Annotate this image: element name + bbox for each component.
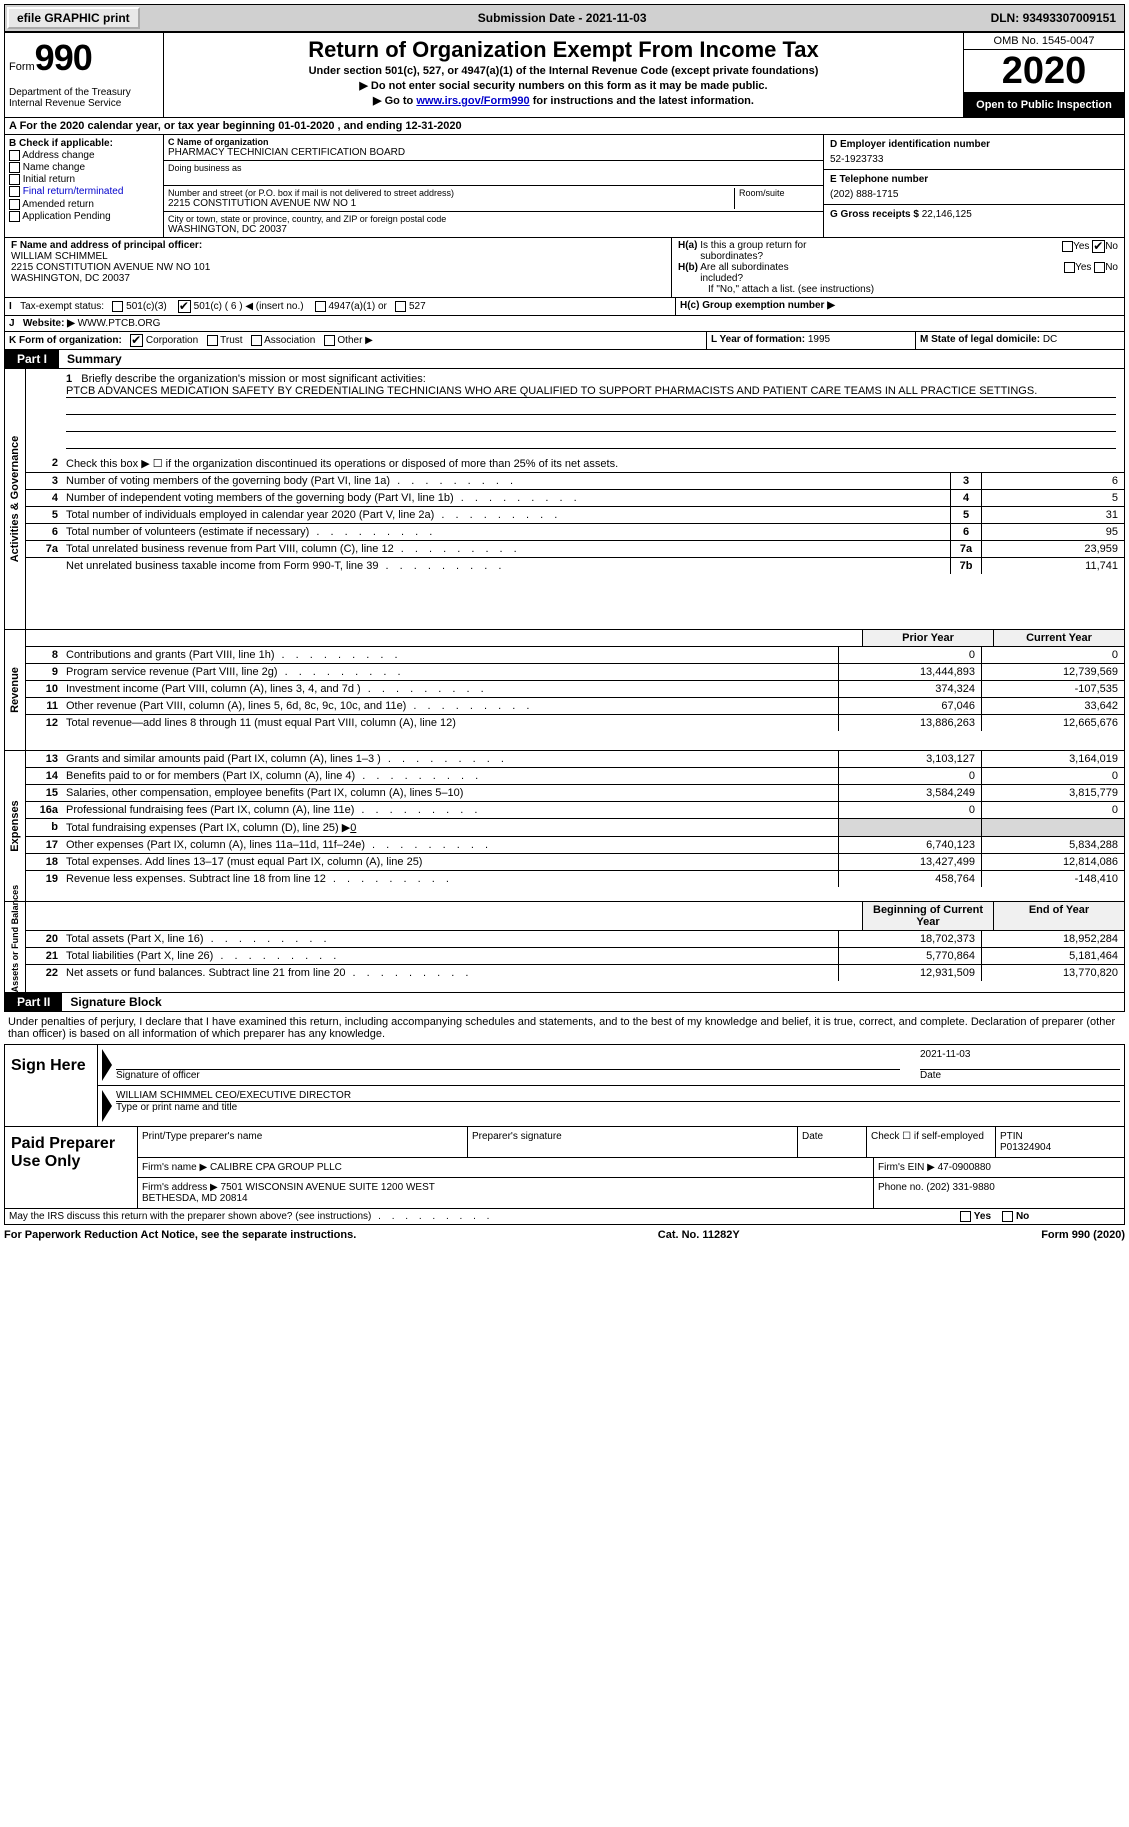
perjury-declaration: Under penalties of perjury, I declare th…	[4, 1012, 1125, 1044]
form-label: Form	[9, 61, 35, 73]
vtab-expenses: Expenses	[5, 751, 26, 901]
omb-number: OMB No. 1545-0047	[964, 33, 1124, 50]
dln: DLN: 93493307009151	[983, 9, 1124, 27]
form-header: Form 990 Department of the Treasury Inte…	[4, 32, 1125, 118]
section-h: H(a) Is this a group return for subordin…	[671, 238, 1124, 297]
top-toolbar: efile GRAPHIC print Submission Date - 20…	[4, 4, 1125, 32]
page-footer: For Paperwork Reduction Act Notice, see …	[4, 1225, 1125, 1245]
paid-preparer-block: Paid Preparer Use Only Print/Type prepar…	[4, 1127, 1125, 1209]
section-deg: D Employer identification number 52-1923…	[823, 135, 1124, 237]
subtitle-1: Under section 501(c), 527, or 4947(a)(1)…	[168, 65, 959, 77]
part-2-header: Part II Signature Block	[4, 993, 1125, 1012]
tax-exempt-status: I Tax-exempt status: 501(c)(3) 501(c) ( …	[5, 298, 675, 315]
vtab-governance: Activities & Governance	[5, 369, 26, 629]
state-domicile: M State of legal domicile: DC	[915, 332, 1124, 349]
arrow-icon	[102, 1090, 112, 1122]
submission-date: Submission Date - 2021-11-03	[142, 11, 983, 25]
sign-here-block: Sign Here Signature of officer 2021-11-0…	[4, 1044, 1125, 1127]
irs-discuss: May the IRS discuss this return with the…	[5, 1209, 956, 1224]
arrow-icon	[102, 1049, 112, 1081]
mission: 1 Briefly describe the organization's mi…	[26, 369, 1124, 455]
form-of-org: K Form of organization: Corporation Trus…	[5, 332, 706, 349]
year-formation: L Year of formation: 1995	[706, 332, 915, 349]
part-1-header: Part I Summary	[4, 350, 1125, 369]
section-f: F Name and address of principal officer:…	[5, 238, 671, 297]
department: Department of the Treasury Internal Reve…	[9, 87, 159, 109]
subtitle-2: ▶ Do not enter social security numbers o…	[168, 79, 959, 92]
section-b: B Check if applicable: Address change Na…	[5, 135, 164, 237]
section-c: C Name of organization PHARMACY TECHNICI…	[164, 135, 823, 237]
tax-year: 2020	[964, 50, 1124, 93]
form-title: Return of Organization Exempt From Incom…	[168, 37, 959, 63]
tax-year-line: A For the 2020 calendar year, or tax yea…	[4, 118, 1125, 135]
vtab-net-assets: Net Assets or Fund Balances	[5, 902, 26, 992]
group-exemption: H(c) Group exemption number ▶	[675, 298, 1124, 315]
open-inspection: Open to Public Inspection	[964, 93, 1124, 117]
website: J Website: ▶ WWW.PTCB.ORG	[5, 316, 1124, 331]
form-number: 990	[35, 37, 92, 79]
efile-print-button[interactable]: efile GRAPHIC print	[7, 7, 140, 29]
irs-link[interactable]: www.irs.gov/Form990	[416, 95, 529, 107]
vtab-revenue: Revenue	[5, 630, 26, 750]
